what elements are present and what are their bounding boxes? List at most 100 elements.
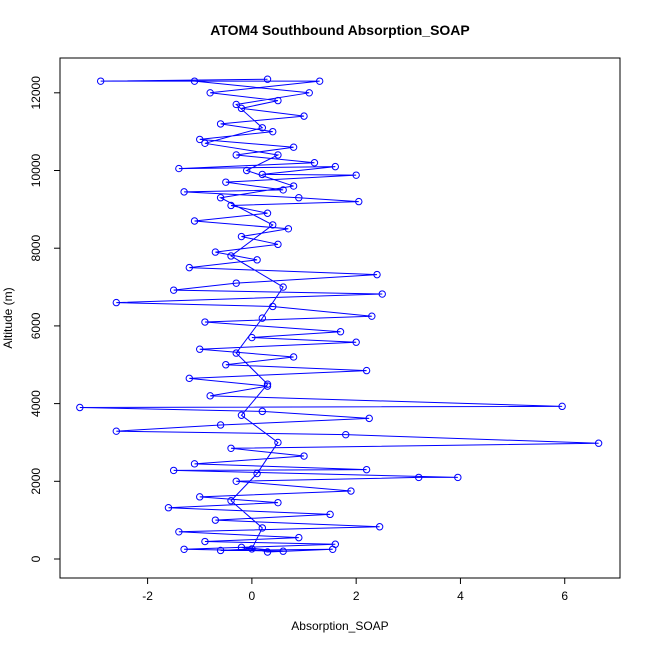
data-point xyxy=(253,256,261,264)
data-point xyxy=(211,516,220,524)
data-point xyxy=(112,427,121,435)
data-point xyxy=(201,537,209,546)
data-point xyxy=(263,209,272,217)
data-point xyxy=(347,487,355,495)
data-point xyxy=(263,382,272,390)
data-point xyxy=(169,286,178,294)
data-point xyxy=(365,414,373,423)
y-tick-label: 2000 xyxy=(29,468,43,495)
data-point xyxy=(274,498,282,507)
data-point xyxy=(378,290,386,298)
data-point xyxy=(232,151,240,159)
data-point xyxy=(352,338,360,346)
data-point xyxy=(310,159,319,167)
data-point xyxy=(263,380,272,388)
data-point xyxy=(454,473,462,482)
data-point xyxy=(263,75,272,83)
data-point xyxy=(112,298,121,307)
data-point xyxy=(190,460,199,468)
data-point xyxy=(211,248,220,256)
data-point xyxy=(300,112,308,120)
data-point xyxy=(269,221,277,229)
y-tick-label: 4000 xyxy=(29,390,43,417)
data-point xyxy=(305,89,313,97)
data-point xyxy=(258,407,267,416)
data-point xyxy=(295,533,303,542)
data-point xyxy=(269,127,277,136)
data-point xyxy=(329,545,337,553)
data-point xyxy=(289,143,298,151)
data-point xyxy=(232,279,240,287)
y-tick-label: 8000 xyxy=(29,235,43,262)
data-point xyxy=(355,197,363,206)
data-point xyxy=(253,469,261,478)
data-point xyxy=(248,333,256,342)
y-tick-label: 10000 xyxy=(29,154,43,188)
data-point xyxy=(237,232,246,241)
data-point xyxy=(232,349,240,357)
data-point xyxy=(362,366,371,375)
data-point xyxy=(222,361,230,369)
plot-frame xyxy=(59,57,621,579)
data-point xyxy=(196,345,204,353)
data-point xyxy=(558,402,566,411)
data-point xyxy=(185,263,194,272)
chart-title: ATOM4 Southbound Absorption_SOAP xyxy=(210,22,470,38)
y-tick-label: 0 xyxy=(29,555,43,562)
data-point xyxy=(248,545,256,553)
y-tick-label: 12000 xyxy=(29,76,43,110)
x-axis-label: Absorption_SOAP xyxy=(291,619,388,633)
data-point xyxy=(185,374,194,383)
data-point xyxy=(274,96,282,105)
data-point xyxy=(227,201,235,210)
data-point xyxy=(300,452,308,460)
data-point xyxy=(258,124,267,132)
data-point xyxy=(331,162,340,171)
data-point xyxy=(375,523,384,531)
data-point xyxy=(216,194,225,202)
data-point xyxy=(175,528,183,536)
x-tick-label: 4 xyxy=(457,589,464,603)
data-point xyxy=(190,217,199,225)
data-point xyxy=(289,353,298,361)
x-tick-label: 0 xyxy=(249,589,256,603)
data-point xyxy=(76,403,84,412)
data-point xyxy=(206,89,214,97)
data-point xyxy=(180,545,188,553)
data-point xyxy=(342,430,350,439)
data-point xyxy=(201,139,209,148)
data-point xyxy=(196,493,204,501)
data-point xyxy=(237,411,246,419)
data-point xyxy=(227,252,235,260)
data-point xyxy=(415,473,423,482)
data-point xyxy=(594,439,603,447)
data-point xyxy=(237,543,246,552)
y-tick-label: 6000 xyxy=(29,312,43,339)
data-point xyxy=(289,182,298,190)
data-point xyxy=(279,283,287,291)
data-point xyxy=(206,392,214,400)
data-point xyxy=(279,186,287,194)
data-point xyxy=(284,225,293,233)
data-point xyxy=(227,497,235,505)
data-point xyxy=(295,194,303,202)
data-point xyxy=(180,188,188,196)
data-point xyxy=(373,270,381,279)
data-point xyxy=(201,318,209,326)
x-tick-label: -2 xyxy=(142,589,153,603)
data-point xyxy=(269,302,277,311)
x-tick-label: 2 xyxy=(353,589,360,603)
data-point xyxy=(216,120,225,128)
y-axis-label: Altitude (m) xyxy=(1,287,15,348)
data-point xyxy=(242,166,251,175)
data-point xyxy=(216,421,225,429)
data-point xyxy=(164,504,173,512)
data-point xyxy=(315,77,324,85)
data-point xyxy=(362,465,371,474)
data-point xyxy=(274,151,282,159)
data-point xyxy=(352,171,360,179)
data-point xyxy=(216,546,225,555)
data-point xyxy=(368,312,376,320)
data-point xyxy=(169,466,178,475)
